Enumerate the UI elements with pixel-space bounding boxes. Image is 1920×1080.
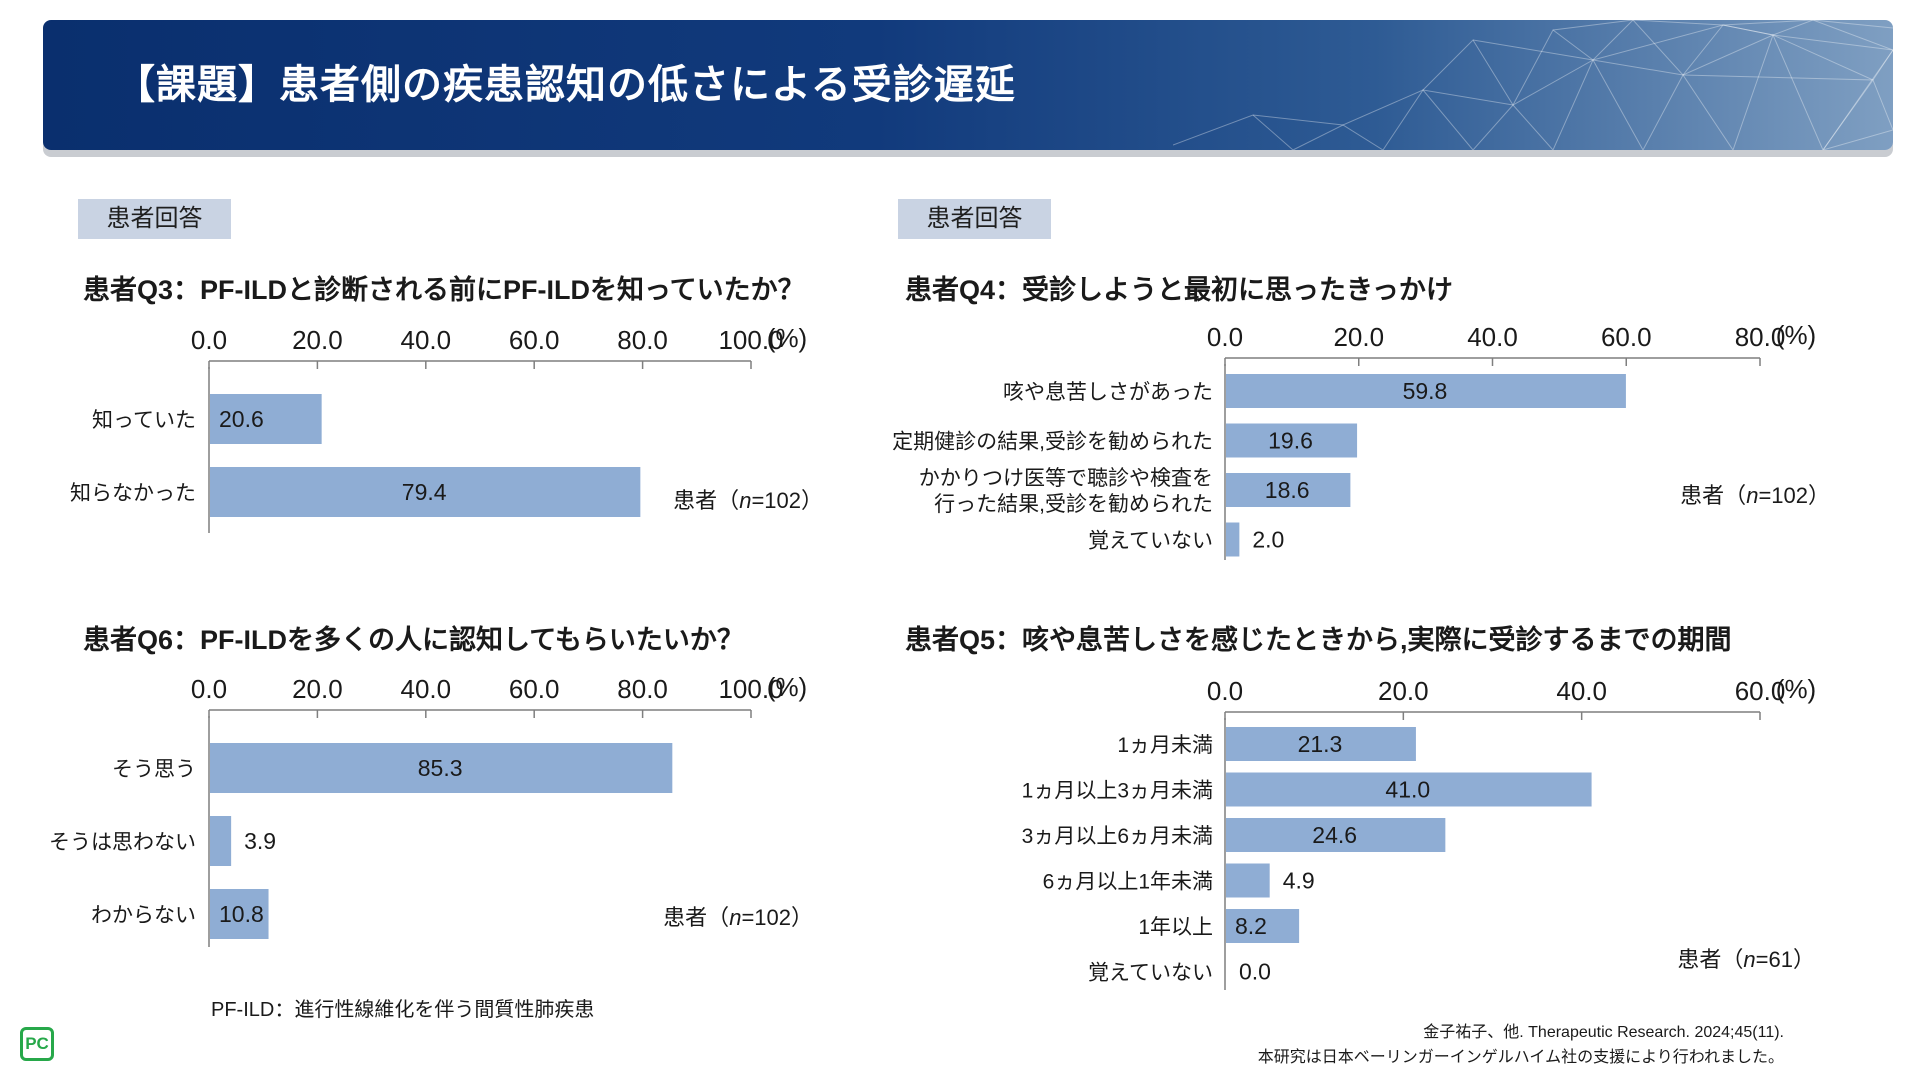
header-banner: 【課題】患者側の疾患認知の低さによる受診遅延: [43, 20, 1893, 150]
x-axis-unit: (%): [1776, 320, 1816, 350]
bar: [1226, 727, 1416, 761]
bar-value-label: 8.2: [1235, 913, 1267, 939]
bar-value-label: 0.0: [1239, 959, 1271, 985]
x-tick-label: 20.0: [1378, 676, 1429, 706]
sample-size-label: 患者（n=61）: [1677, 947, 1815, 972]
page-title: 【課題】患者側の疾患認知の低さによる受診遅延: [115, 63, 1016, 107]
bar: [210, 743, 673, 793]
category-label: 咳や息苦しさがあった: [1003, 381, 1213, 404]
bar: [1226, 473, 1351, 507]
x-tick-label: 40.0: [400, 325, 451, 355]
x-axis-unit: (%): [767, 672, 807, 702]
bar-value-label: 20.6: [219, 406, 264, 432]
respondent-tag-left: 患者回答: [78, 199, 231, 239]
x-tick-label: 0.0: [191, 674, 227, 704]
mesh-decoration: [1173, 20, 1893, 150]
bar-value-label: 19.6: [1268, 428, 1313, 454]
q3-title: 患者Q3：PF-ILDと診断される前にPF-ILDを知っていたか？: [83, 275, 805, 305]
sample-size-label: 患者（n=102）: [673, 488, 823, 513]
category-label: 覚えていない: [1088, 530, 1213, 553]
x-tick-label: 40.0: [400, 674, 451, 704]
bar: [210, 394, 322, 444]
bar-value-label: 21.3: [1298, 731, 1343, 757]
q6-title: 患者Q6：PF-ILDを多くの人に認知してもらいたいか？: [83, 625, 744, 655]
bar-value-label: 85.3: [418, 755, 463, 781]
x-tick-label: 40.0: [1467, 322, 1518, 352]
bar: [210, 816, 232, 866]
bar: [1226, 772, 1592, 807]
x-tick-label: 100.0: [718, 325, 783, 355]
sample-size-label: 患者（n=102）: [1680, 483, 1830, 508]
category-label: 覚えていない: [1088, 962, 1213, 985]
category-label: 知らなかった: [70, 482, 196, 505]
bar: [1226, 374, 1626, 408]
bar: [210, 889, 269, 939]
category-label: 知っていた: [92, 409, 196, 432]
category-label: 行った結果,受診を勧められた: [934, 493, 1213, 516]
category-label: 1ヵ月未満: [1117, 734, 1213, 757]
x-tick-label: 0.0: [191, 325, 227, 355]
x-tick-label: 60.0: [1601, 322, 1652, 352]
category-label: わからない: [91, 904, 196, 927]
bar-value-label: 59.8: [1403, 378, 1448, 404]
company-logo: PC: [20, 1027, 54, 1061]
x-tick-label: 60.0: [509, 325, 560, 355]
x-tick-label: 0.0: [1207, 322, 1243, 352]
bar: [1226, 909, 1300, 943]
x-tick-label: 100.0: [718, 674, 783, 704]
q5-title: 患者Q5：咳や息苦しさを感じたときから,実際に受診するまでの期間: [905, 625, 1732, 655]
x-tick-label: 20.0: [292, 674, 343, 704]
bar-value-label: 4.9: [1283, 868, 1315, 894]
x-axis-unit: (%): [767, 323, 807, 353]
footnote-abbreviation: PF-ILD：進行性線維化を伴う間質性肺疾患: [211, 999, 595, 1021]
bar-value-label: 79.4: [402, 479, 447, 505]
sample-size-label: 患者（n=102）: [663, 905, 813, 930]
category-label: 定期健診の結果,受診を勧められた: [892, 431, 1213, 454]
bar: [1226, 863, 1270, 898]
category-label: 1ヵ月以上3ヵ月未満: [1022, 780, 1213, 803]
bar: [210, 467, 641, 517]
x-axis-unit: (%): [1776, 674, 1816, 704]
bar: [1226, 818, 1446, 852]
category-label: そう思う: [112, 758, 196, 781]
citation-reference: 金子祐子、他. Therapeutic Research. 2024;45(11…: [1423, 1024, 1784, 1041]
citation-support-note: 本研究は日本ベーリンガーインゲルハイム社の支援により行われました。: [1257, 1049, 1784, 1066]
x-tick-label: 20.0: [1333, 322, 1384, 352]
category-label: 6ヵ月以上1年未満: [1043, 871, 1213, 894]
bar-value-label: 10.8: [219, 901, 264, 927]
x-tick-label: 80.0: [617, 325, 668, 355]
x-tick-label: 60.0: [1735, 676, 1786, 706]
bar-value-label: 3.9: [244, 828, 276, 854]
bar: [1226, 423, 1358, 458]
bar-value-label: 18.6: [1265, 477, 1310, 503]
x-tick-label: 20.0: [292, 325, 343, 355]
x-tick-label: 40.0: [1556, 676, 1607, 706]
q4-title: 患者Q4：受診しようと最初に思ったきっかけ: [905, 275, 1453, 305]
bar-value-label: 2.0: [1252, 527, 1284, 553]
bar-value-label: 41.0: [1385, 777, 1430, 803]
category-label: 1年以上: [1138, 916, 1213, 939]
x-tick-label: 60.0: [509, 674, 560, 704]
x-tick-label: 80.0: [1735, 322, 1786, 352]
x-tick-label: 80.0: [617, 674, 668, 704]
bar-value-label: 24.6: [1312, 822, 1357, 848]
x-tick-label: 0.0: [1207, 676, 1243, 706]
category-label: 3ヵ月以上6ヵ月未満: [1022, 825, 1213, 848]
category-label: そうは思わない: [49, 831, 196, 854]
category-label: かかりつけ医等で聴診や検査を: [919, 467, 1213, 490]
respondent-tag-right: 患者回答: [898, 199, 1051, 239]
bar: [1226, 522, 1240, 557]
